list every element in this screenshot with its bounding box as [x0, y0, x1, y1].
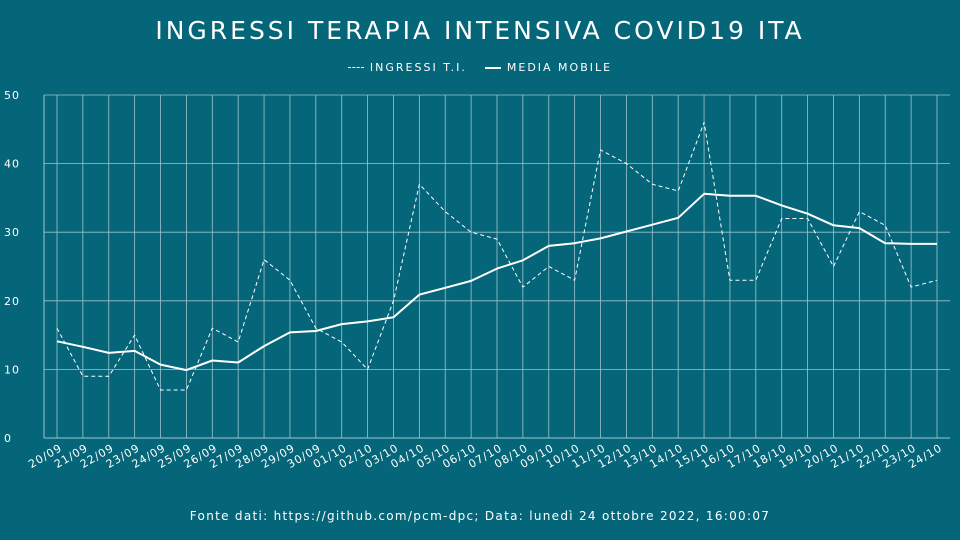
y-axis: 0 10 20 30 40 50 [4, 89, 45, 445]
chart-title: INGRESSI TERAPIA INTENSIVA COVID19 ITA [155, 16, 805, 45]
chart-series [56, 121, 938, 391]
legend-label-daily: INGRESSI T.I. [369, 61, 467, 74]
y-tick-label: 0 [4, 432, 12, 445]
legend-item-daily: INGRESSI T.I. [347, 61, 467, 74]
series-line-media-mobile [56, 192, 937, 372]
legend-label-average: MEDIA MOBILE [506, 61, 613, 74]
legend-solid-line-swatch [484, 66, 501, 69]
y-tick-label: 50 [4, 89, 20, 102]
y-tick-label: 10 [4, 363, 20, 376]
y-tick-label: 20 [4, 295, 20, 308]
y-tick-label: 30 [4, 226, 20, 239]
chart-grid [44, 94, 950, 439]
y-tick-label: 40 [4, 158, 20, 171]
data-source-note: Fonte dati: https://github.com/pcm-dpc; … [189, 509, 771, 523]
series-line-ingressi [56, 121, 938, 391]
legend-dashed-line-swatch [347, 67, 364, 68]
chart-legend: INGRESSI T.I. MEDIA MOBILE [0, 61, 960, 74]
x-axis: 20/0921/0922/0923/0924/0925/0926/0927/09… [26, 437, 950, 471]
legend-item-average: MEDIA MOBILE [484, 61, 613, 74]
